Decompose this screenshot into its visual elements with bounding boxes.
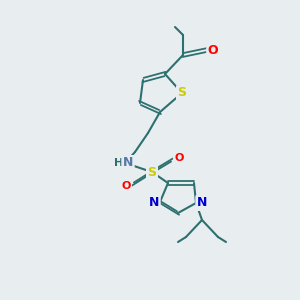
Text: N: N [123, 157, 133, 169]
Text: S: S [178, 86, 187, 100]
Text: N: N [197, 196, 207, 209]
Text: N: N [149, 196, 159, 208]
Text: O: O [208, 44, 218, 56]
Text: H: H [114, 158, 124, 168]
Text: O: O [121, 181, 131, 191]
Text: S: S [148, 166, 157, 178]
Text: O: O [174, 153, 184, 163]
